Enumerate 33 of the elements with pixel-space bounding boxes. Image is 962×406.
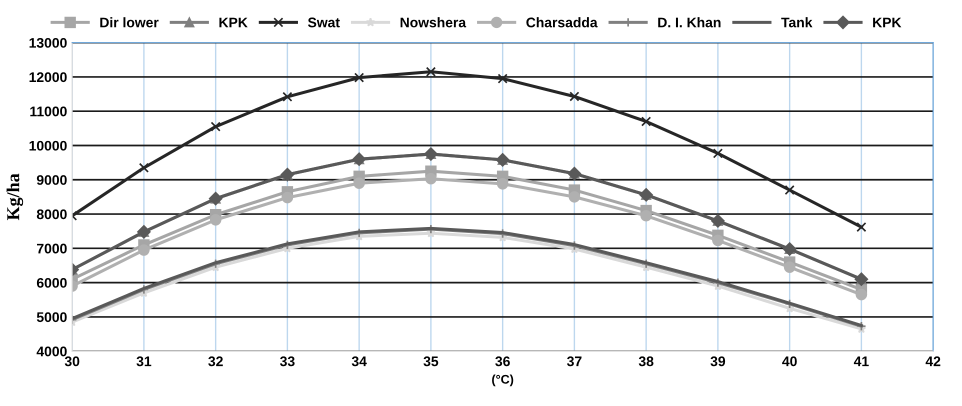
legend-label: D. I. Khan xyxy=(658,17,720,28)
x-tick-label: 42 xyxy=(926,356,940,366)
y-tick-label: 4000 xyxy=(36,346,67,356)
x-tick-label: 36 xyxy=(495,356,510,366)
x-tick-label: 37 xyxy=(566,356,582,366)
y-tick-label: 11000 xyxy=(30,106,67,116)
x-tick-label: 35 xyxy=(423,356,438,366)
x-tick-label: 39 xyxy=(710,356,726,366)
x-tick-label: 40 xyxy=(782,356,797,366)
y-tick-label: 10000 xyxy=(30,140,67,151)
y-tick-label: 6000 xyxy=(36,278,67,288)
y-axis-title: Kg/ha xyxy=(6,174,24,220)
y-tick-label: 13000 xyxy=(30,38,67,48)
x-axis-title: (°C) xyxy=(492,374,514,386)
x-tick-label: 33 xyxy=(280,356,295,366)
legend-label: Swat xyxy=(308,18,340,28)
legend-label: Dir lower xyxy=(100,17,159,28)
x-tick-label: 41 xyxy=(854,356,869,366)
x-tick-label: 34 xyxy=(352,356,367,366)
legend-label: Tank xyxy=(781,17,812,28)
legend-label: Charsadda xyxy=(526,17,598,28)
y-tick-label: 9000 xyxy=(36,175,67,185)
legend-label: KPK xyxy=(873,18,902,28)
x-tick-label: 38 xyxy=(638,356,654,366)
legend-label: KPK xyxy=(219,18,248,28)
y-tick-label: 12000 xyxy=(30,72,67,82)
x-tick-label: 30 xyxy=(64,356,80,366)
y-tick-label: 8000 xyxy=(36,209,67,220)
y-tick-label: 5000 xyxy=(36,312,67,322)
y-tick-label: 7000 xyxy=(36,244,67,254)
x-tick-label: 32 xyxy=(208,356,223,366)
legend-label: Nowshera xyxy=(400,17,466,28)
x-tick-label: 31 xyxy=(136,356,152,366)
